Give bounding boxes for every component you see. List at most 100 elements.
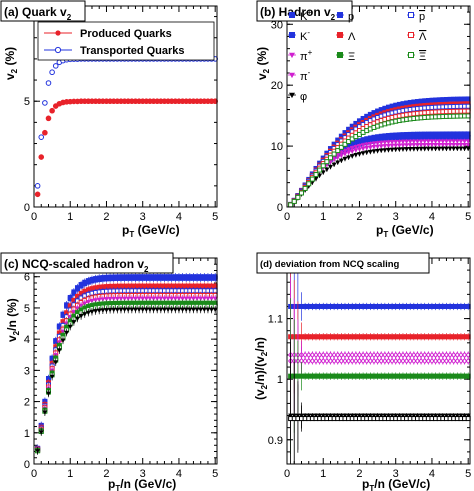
- data-point: [429, 143, 435, 148]
- data-point: [302, 413, 308, 419]
- data-point: [346, 139, 352, 145]
- legend-entry-Xi: Ξ: [336, 51, 355, 63]
- data-point: [451, 351, 457, 359]
- data-point: [360, 357, 366, 365]
- legend-entry-phi: φ: [288, 91, 307, 103]
- x-tick-label-c: 5: [212, 468, 218, 480]
- data-point: [414, 357, 421, 365]
- data-point: [60, 338, 66, 344]
- data-point: [432, 357, 439, 365]
- legend-label: π+: [300, 48, 313, 63]
- data-point: [429, 357, 435, 365]
- data-point: [385, 351, 392, 359]
- legend-marker: [408, 52, 414, 58]
- data-point: [194, 307, 200, 313]
- data-point: [396, 139, 402, 145]
- data-point: [440, 139, 446, 144]
- data-point: [396, 143, 402, 148]
- data-point: [136, 307, 142, 313]
- data-point: [418, 139, 424, 144]
- x-tick-label-b: 2: [356, 211, 362, 223]
- data-point: [187, 296, 193, 302]
- data-point: [458, 413, 464, 419]
- data-point: [147, 296, 153, 302]
- y-tick-label-c: 6: [24, 272, 30, 284]
- legend-marker: [289, 32, 295, 38]
- data-point: [400, 357, 406, 365]
- data-point: [378, 413, 384, 419]
- data-point: [447, 139, 453, 144]
- data-point: [400, 139, 406, 145]
- data-point: [345, 357, 352, 365]
- data-point: [349, 351, 355, 359]
- data-point: [425, 413, 431, 419]
- data-point: [74, 306, 80, 311]
- data-point: [335, 357, 341, 365]
- data-point: [338, 357, 345, 365]
- data-point: [114, 296, 120, 302]
- panel-title-b: (b) Hadron v2: [260, 5, 336, 22]
- data-point: [400, 351, 406, 359]
- data-point: [302, 351, 308, 359]
- data-point: [129, 307, 135, 313]
- y-axis-title-a: v2 (%): [3, 47, 19, 80]
- x-tick-label-a: 3: [140, 211, 146, 223]
- data-point: [306, 181, 312, 187]
- data-point: [165, 307, 171, 313]
- data-point: [335, 155, 341, 161]
- data-point: [324, 413, 330, 419]
- data-point: [404, 143, 410, 148]
- data-point: [346, 413, 352, 419]
- data-point: [375, 148, 381, 154]
- data-point: [454, 413, 460, 419]
- data-point: [371, 357, 377, 365]
- data-point: [353, 144, 359, 150]
- legend-a: Produced Quarks Transported Quarks: [37, 21, 215, 61]
- data-point: [324, 167, 330, 173]
- data-point: [122, 307, 128, 313]
- data-point: [443, 351, 450, 359]
- y-tick-label-a: 0: [24, 202, 30, 214]
- data-point: [103, 308, 109, 313]
- x-tick-label-a: 5: [212, 211, 218, 223]
- data-point: [364, 351, 370, 359]
- data-point: [440, 413, 446, 419]
- data-point: [111, 296, 117, 302]
- data-point: [346, 155, 352, 160]
- data-point: [436, 357, 442, 365]
- data-point: [342, 151, 348, 157]
- data-point: [331, 157, 337, 163]
- title-box-d: [256, 252, 430, 274]
- data-point: [327, 155, 333, 161]
- legend-entry-K-: K-: [288, 28, 310, 43]
- data-point: [132, 296, 138, 302]
- data-point: [331, 151, 337, 157]
- data-point: [100, 308, 106, 313]
- data-point: [320, 413, 326, 419]
- data-point: [371, 351, 377, 359]
- data-point: [356, 351, 363, 359]
- data-point: [165, 296, 171, 302]
- legend-entry-pi-: π-: [288, 68, 311, 83]
- data-point: [436, 413, 442, 419]
- panel-title-c: (c) NCQ-scaled hadron v2: [4, 257, 149, 274]
- data-point: [433, 139, 439, 144]
- data-point: [454, 146, 460, 152]
- data-point: [85, 300, 91, 305]
- data-point: [342, 351, 348, 359]
- plot-area-c: 0 1 2 3 4 5 0 1 2 3 4 5 6: [24, 257, 218, 480]
- legend-marker: [408, 12, 414, 18]
- series-d-green: [288, 298, 471, 455]
- data-point: [422, 143, 428, 148]
- data-point: [389, 357, 395, 365]
- data-point: [382, 413, 388, 419]
- data-point: [411, 143, 417, 148]
- data-point: [309, 351, 316, 359]
- y-tick-label-c: 0: [24, 459, 30, 471]
- series-c-phi: [35, 305, 218, 455]
- legend-label: p: [419, 11, 425, 23]
- data-point: [201, 307, 207, 313]
- data-point: [407, 139, 413, 145]
- data-point: [345, 351, 352, 359]
- data-point: [151, 307, 157, 313]
